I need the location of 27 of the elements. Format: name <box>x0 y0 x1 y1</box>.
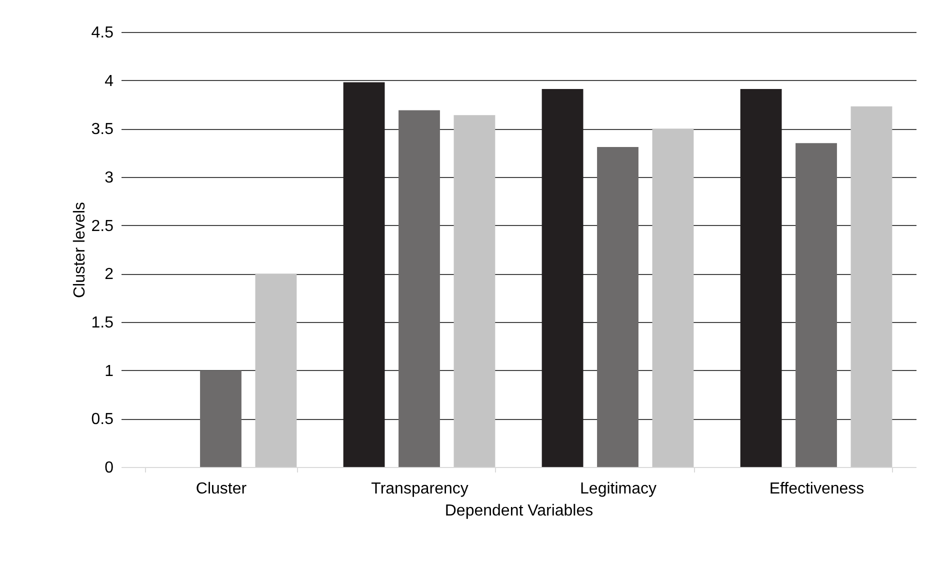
y-tick-label: 3 <box>104 170 114 186</box>
y-tick-label: 3.5 <box>91 121 114 138</box>
y-tick-label: 2 <box>104 266 114 284</box>
bar <box>542 89 584 467</box>
x-tick-label: Effectiveness <box>769 480 864 498</box>
bar <box>652 128 694 467</box>
x-axis-title: Dependent Variables <box>444 502 594 520</box>
x-tick-label: Legitimacy <box>580 480 656 498</box>
y-tick-label: 2.5 <box>91 218 114 235</box>
bar <box>597 147 638 467</box>
y-tick-label: 1 <box>104 362 114 380</box>
bar <box>398 110 440 467</box>
y-tick-label: 4 <box>104 72 114 90</box>
bar <box>796 143 837 467</box>
y-axis-title: Cluster levels <box>71 202 88 298</box>
y-tick-label: 0 <box>104 460 114 476</box>
y-tick-label: 4.5 <box>91 24 114 42</box>
x-tick-label: Transparency <box>371 480 468 498</box>
bar <box>255 274 297 467</box>
bar <box>850 106 892 467</box>
y-tick-label: 1.5 <box>91 314 114 332</box>
bar <box>343 82 385 467</box>
bar <box>454 115 496 467</box>
y-tick-label: 0.5 <box>91 411 114 428</box>
bar <box>740 89 782 467</box>
bar <box>200 370 242 467</box>
x-tick-label: Cluster <box>196 480 248 498</box>
